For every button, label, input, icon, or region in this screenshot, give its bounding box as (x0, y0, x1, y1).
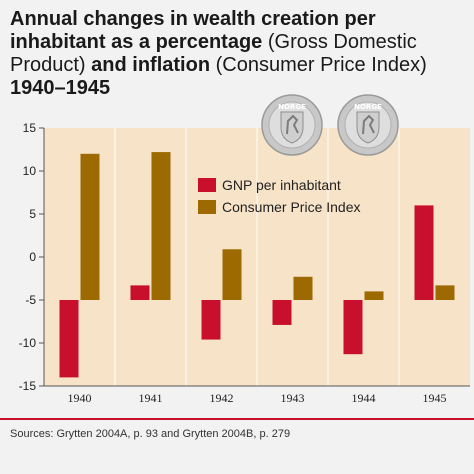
x-tick-label: 1940 (68, 391, 92, 405)
cpi-bar (151, 152, 171, 300)
x-tick-label: 1945 (423, 391, 447, 405)
title-years: 1940–1945 (10, 77, 111, 99)
y-axis: 15 10 5 0 -5 -10 -15 (19, 121, 45, 393)
vertical-gridlines (114, 128, 400, 386)
source-note: Sources: Grytten 2004A, p. 93 and Grytte… (10, 428, 291, 440)
cpi-bar (222, 249, 242, 300)
title-part-3: and inflation (91, 54, 211, 76)
coin-legend: NORGE (354, 103, 382, 111)
y-tick-label: 10 (23, 164, 37, 178)
coin-icon: NORGE (337, 94, 399, 156)
coin-lion (286, 114, 299, 135)
cpi-bar (80, 153, 100, 300)
gnp-bar (343, 300, 363, 355)
y-tick-label: -10 (19, 336, 37, 350)
title-part-4: (Consumer Price Index) (210, 54, 427, 76)
x-tick-label: 1941 (139, 391, 163, 405)
x-tick-label: 1943 (281, 391, 305, 405)
x-axis: 1940 1941 1942 1943 1944 1945 (44, 385, 470, 405)
y-tick-label: -5 (25, 293, 36, 307)
x-tick-label: 1942 (210, 391, 234, 405)
legend-label-cpi: Consumer Price Index (222, 199, 361, 215)
legend: GNP per inhabitant Consumer Price Index (198, 177, 361, 215)
y-tick-label: -15 (19, 379, 37, 393)
legend-swatch-gnp (198, 178, 216, 192)
gnp-bar (59, 300, 79, 378)
legend-swatch-cpi (198, 200, 216, 214)
coin-legend: NORGE (278, 103, 306, 111)
cpi-bar (435, 285, 455, 300)
gnp-bar (272, 300, 292, 325)
legend-label-gnp: GNP per inhabitant (222, 177, 341, 193)
y-tick-label: 0 (29, 250, 36, 264)
y-tick-label: 5 (29, 207, 36, 221)
x-tick-label: 1944 (352, 391, 376, 405)
cpi-bar (293, 276, 313, 300)
title-part-1: Annual changes in wealth creation per in… (10, 8, 376, 53)
coin-lion (362, 114, 375, 135)
coin-icon: NORGE (261, 94, 323, 156)
gnp-bar (201, 300, 221, 340)
cpi-bar (364, 291, 384, 300)
gnp-bar (130, 285, 150, 300)
bars (59, 152, 455, 378)
gnp-bar (414, 205, 434, 300)
chart-title: Annual changes in wealth creation per in… (10, 8, 470, 100)
title-part-2: (Gross Domestic Product) (10, 31, 417, 76)
y-tick-label: 15 (23, 121, 37, 135)
